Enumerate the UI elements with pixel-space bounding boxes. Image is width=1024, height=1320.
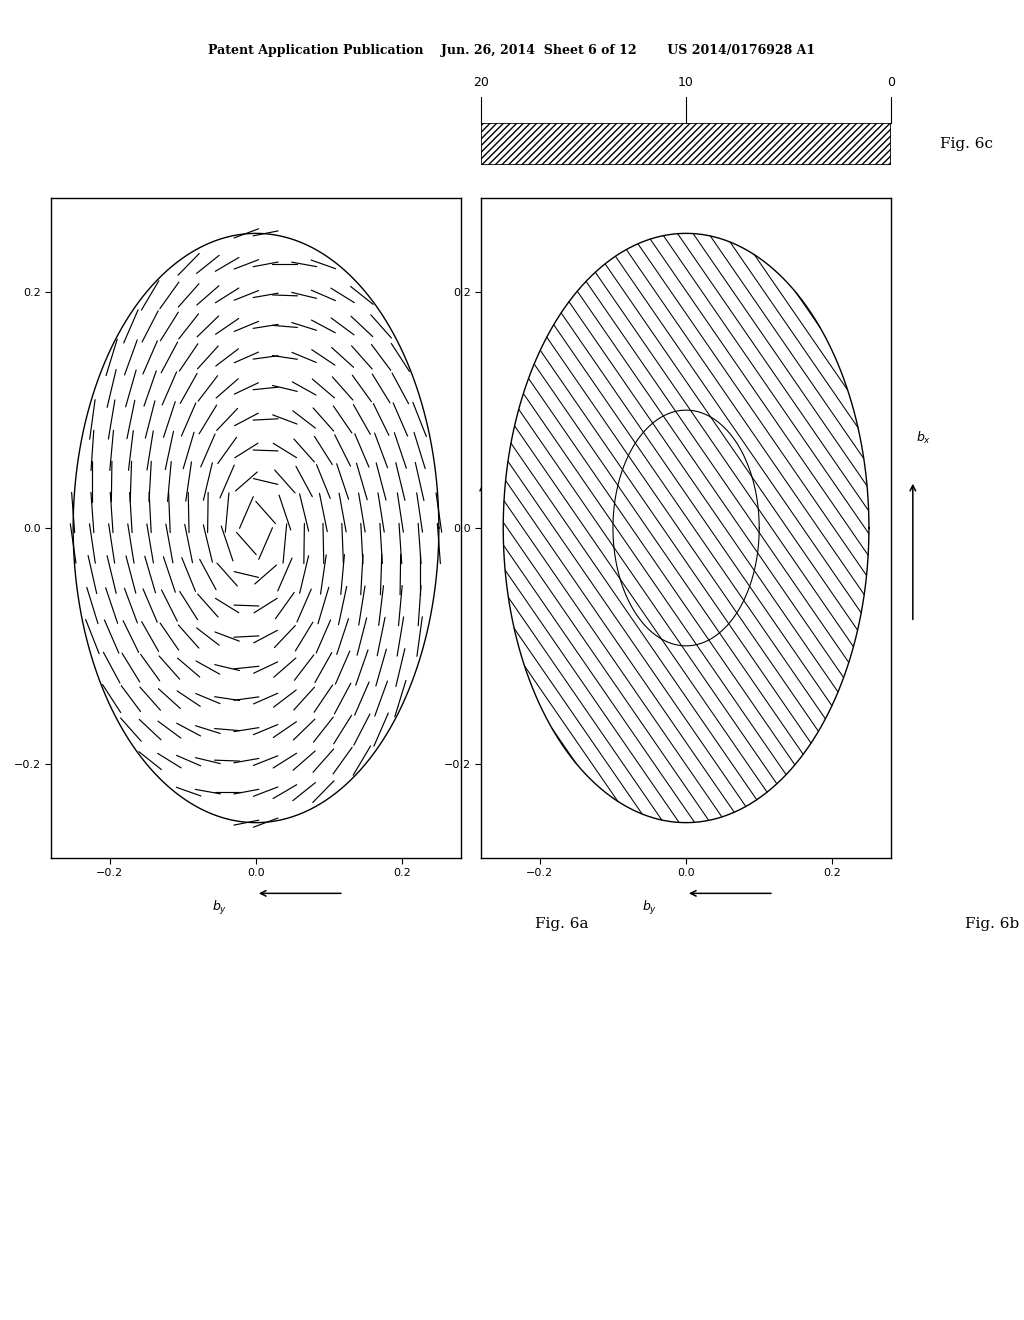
Text: $b_y$: $b_y$ [212, 899, 226, 917]
Text: Patent Application Publication    Jun. 26, 2014  Sheet 6 of 12       US 2014/017: Patent Application Publication Jun. 26, … [209, 44, 815, 57]
Text: Fig. 6c: Fig. 6c [940, 137, 993, 150]
Text: $b_y$: $b_y$ [642, 899, 656, 917]
Text: 20: 20 [473, 77, 489, 88]
Text: 0: 0 [887, 77, 895, 88]
Text: Fig. 6a: Fig. 6a [535, 917, 588, 931]
Text: $b_x$: $b_x$ [486, 429, 502, 446]
Text: Fig. 6b: Fig. 6b [965, 917, 1019, 931]
Text: $b_x$: $b_x$ [916, 429, 932, 446]
Text: 10: 10 [678, 77, 694, 88]
